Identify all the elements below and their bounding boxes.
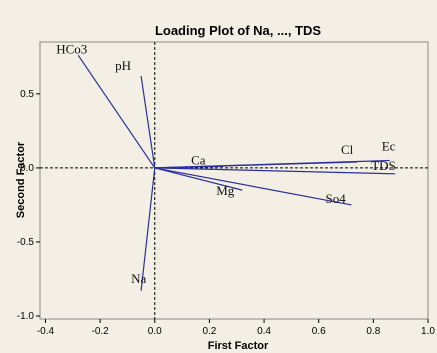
point-label-ph: pH [115,58,131,73]
plot-frame [39,41,429,320]
y-tick-label: 0.5 [20,89,34,100]
x-tick-label: -0.2 [91,326,109,337]
point-label-tds: TDS [371,158,396,173]
point-label-na: Na [131,271,146,286]
loading-vector-so4 [154,167,352,206]
point-label-ec: Ec [382,139,396,154]
y-tick-label: -0.5 [17,237,35,248]
loading-vector-hco3 [77,54,156,169]
x-tick-label: 1.0 [421,326,435,337]
point-label-hco3: HCo3 [56,41,87,56]
y-tick-label: -1.0 [17,311,35,322]
point-label-cl: Cl [341,142,354,157]
loading-vector-mg [154,167,243,191]
x-tick-label: 0.8 [366,326,380,337]
loading-vector-ec [154,159,390,169]
point-label-ca: Ca [191,152,206,167]
reference-lines [40,42,428,319]
x-tick-label: 0.6 [312,326,326,337]
y-axis-label: Second Factor [15,141,27,218]
x-axis-label: First Factor [208,340,269,352]
chart-title: Loading Plot of Na, ..., TDS [155,23,321,38]
loading-vector-ph [140,75,156,168]
point-label-so4: So4 [325,191,346,206]
loading-vector-na [140,167,156,291]
point-labels: HCo3 pH Na Ca Mg Cl Ec TDS So4 [56,41,396,286]
x-tick-label: -0.4 [37,326,55,337]
x-tick-label: 0.4 [257,326,271,337]
axis-ticks: -0.4 -0.2 0.0 0.2 0.4 0.6 0.8 1.0 -1.0 -0.5 0.0 0.5 [17,89,436,337]
x-tick-label: 0.0 [148,326,162,337]
x-tick-label: 0.2 [202,326,216,337]
point-label-mg: Mg [216,183,235,198]
y-tick-label: 0.0 [20,163,34,174]
loading-lines [77,54,396,291]
loading-vector-tds [154,167,396,175]
